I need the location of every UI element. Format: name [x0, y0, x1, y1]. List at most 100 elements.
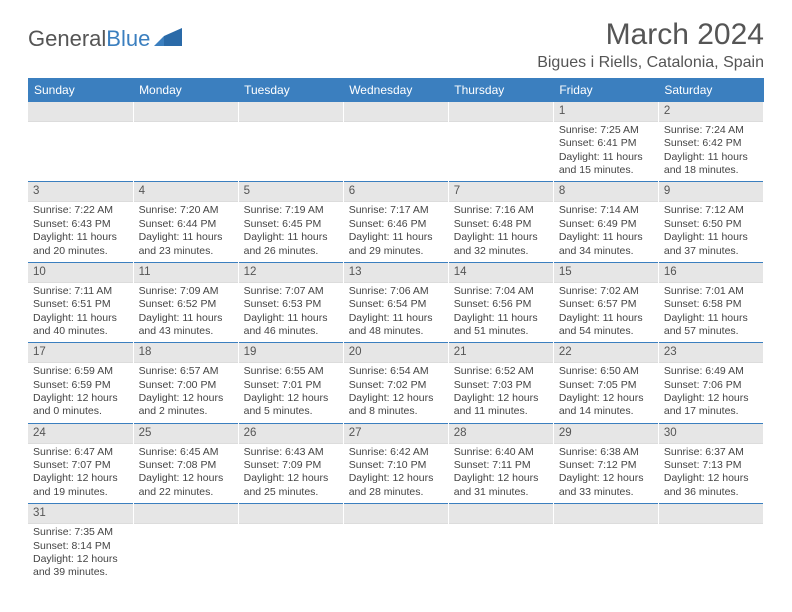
day-header: Monday — [133, 78, 238, 102]
sunset-text: Sunset: 6:41 PM — [559, 137, 653, 150]
day-cell: 29Sunrise: 6:38 AMSunset: 7:12 PMDayligh… — [553, 423, 658, 503]
day-number: 11 — [134, 263, 238, 283]
daylight-text: Daylight: 12 hours and 14 minutes. — [559, 392, 653, 419]
day-header: Wednesday — [343, 78, 448, 102]
daylight-text: Daylight: 11 hours and 15 minutes. — [559, 151, 653, 178]
day-cell — [238, 102, 343, 182]
daylight-text: Daylight: 12 hours and 8 minutes. — [349, 392, 443, 419]
sunset-text: Sunset: 7:13 PM — [664, 459, 758, 472]
day-number: 21 — [449, 343, 553, 363]
day-details: Sunrise: 7:04 AMSunset: 6:56 PMDaylight:… — [449, 283, 553, 343]
day-cell: 12Sunrise: 7:07 AMSunset: 6:53 PMDayligh… — [238, 262, 343, 342]
calendar-body: 1Sunrise: 7:25 AMSunset: 6:41 PMDaylight… — [28, 102, 764, 584]
sunset-text: Sunset: 6:57 PM — [559, 298, 653, 311]
day-cell: 11Sunrise: 7:09 AMSunset: 6:52 PMDayligh… — [133, 262, 238, 342]
daylight-text: Daylight: 12 hours and 2 minutes. — [139, 392, 233, 419]
day-details: Sunrise: 6:40 AMSunset: 7:11 PMDaylight:… — [449, 444, 553, 504]
day-details: Sunrise: 6:54 AMSunset: 7:02 PMDaylight:… — [344, 363, 448, 423]
daylight-text: Daylight: 11 hours and 37 minutes. — [664, 231, 758, 258]
sunrise-text: Sunrise: 6:47 AM — [33, 446, 128, 459]
day-number-blank — [134, 504, 238, 524]
day-cell: 8Sunrise: 7:14 AMSunset: 6:49 PMDaylight… — [553, 182, 658, 262]
daylight-text: Daylight: 12 hours and 31 minutes. — [454, 472, 548, 499]
day-number: 1 — [554, 102, 658, 122]
sunset-text: Sunset: 8:14 PM — [33, 540, 128, 553]
day-details: Sunrise: 7:14 AMSunset: 6:49 PMDaylight:… — [554, 202, 658, 262]
day-number: 20 — [344, 343, 448, 363]
sunset-text: Sunset: 6:53 PM — [244, 298, 338, 311]
sunrise-text: Sunrise: 6:38 AM — [559, 446, 653, 459]
logo-text-2: Blue — [106, 26, 150, 52]
daylight-text: Daylight: 11 hours and 57 minutes. — [664, 312, 758, 339]
daylight-text: Daylight: 11 hours and 29 minutes. — [349, 231, 443, 258]
sunrise-text: Sunrise: 6:49 AM — [664, 365, 758, 378]
sunset-text: Sunset: 7:06 PM — [664, 379, 758, 392]
day-number: 18 — [134, 343, 238, 363]
day-number: 24 — [28, 424, 133, 444]
day-cell: 14Sunrise: 7:04 AMSunset: 6:56 PMDayligh… — [448, 262, 553, 342]
day-details: Sunrise: 6:49 AMSunset: 7:06 PMDaylight:… — [659, 363, 763, 423]
day-number: 25 — [134, 424, 238, 444]
sunset-text: Sunset: 7:11 PM — [454, 459, 548, 472]
sunrise-text: Sunrise: 7:11 AM — [33, 285, 128, 298]
sunrise-text: Sunrise: 7:07 AM — [244, 285, 338, 298]
day-cell — [343, 102, 448, 182]
day-header: Tuesday — [238, 78, 343, 102]
sunset-text: Sunset: 7:08 PM — [139, 459, 233, 472]
location-text: Bigues i Riells, Catalonia, Spain — [537, 54, 764, 72]
day-cell: 3Sunrise: 7:22 AMSunset: 6:43 PMDaylight… — [28, 182, 133, 262]
day-details: Sunrise: 7:17 AMSunset: 6:46 PMDaylight:… — [344, 202, 448, 262]
day-number-blank — [239, 102, 343, 122]
day-number: 14 — [449, 263, 553, 283]
day-cell: 18Sunrise: 6:57 AMSunset: 7:00 PMDayligh… — [133, 343, 238, 423]
day-details: Sunrise: 6:59 AMSunset: 6:59 PMDaylight:… — [28, 363, 133, 423]
daylight-text: Daylight: 11 hours and 43 minutes. — [139, 312, 233, 339]
sunrise-text: Sunrise: 7:14 AM — [559, 204, 653, 217]
daylight-text: Daylight: 12 hours and 33 minutes. — [559, 472, 653, 499]
day-header: Friday — [553, 78, 658, 102]
sunrise-text: Sunrise: 7:35 AM — [33, 526, 128, 539]
day-number: 28 — [449, 424, 553, 444]
day-details: Sunrise: 6:37 AMSunset: 7:13 PMDaylight:… — [659, 444, 763, 504]
logo: GeneralBlue — [28, 26, 182, 52]
week-row: 10Sunrise: 7:11 AMSunset: 6:51 PMDayligh… — [28, 262, 764, 342]
sunrise-text: Sunrise: 7:12 AM — [664, 204, 758, 217]
day-number: 23 — [659, 343, 763, 363]
day-details: Sunrise: 7:11 AMSunset: 6:51 PMDaylight:… — [28, 283, 133, 343]
sunrise-text: Sunrise: 6:54 AM — [349, 365, 443, 378]
sunset-text: Sunset: 7:00 PM — [139, 379, 233, 392]
daylight-text: Daylight: 12 hours and 39 minutes. — [33, 553, 128, 580]
sunrise-text: Sunrise: 7:19 AM — [244, 204, 338, 217]
day-cell: 22Sunrise: 6:50 AMSunset: 7:05 PMDayligh… — [553, 343, 658, 423]
daylight-text: Daylight: 11 hours and 20 minutes. — [33, 231, 128, 258]
day-number: 12 — [239, 263, 343, 283]
day-number: 15 — [554, 263, 658, 283]
day-details: Sunrise: 7:01 AMSunset: 6:58 PMDaylight:… — [659, 283, 763, 343]
sunrise-text: Sunrise: 7:22 AM — [33, 204, 128, 217]
day-details: Sunrise: 7:24 AMSunset: 6:42 PMDaylight:… — [659, 122, 763, 182]
day-cell: 16Sunrise: 7:01 AMSunset: 6:58 PMDayligh… — [658, 262, 763, 342]
day-number: 29 — [554, 424, 658, 444]
daylight-text: Daylight: 12 hours and 5 minutes. — [244, 392, 338, 419]
day-details: Sunrise: 7:09 AMSunset: 6:52 PMDaylight:… — [134, 283, 238, 343]
sunrise-text: Sunrise: 7:20 AM — [139, 204, 233, 217]
daylight-text: Daylight: 11 hours and 54 minutes. — [559, 312, 653, 339]
day-details: Sunrise: 7:02 AMSunset: 6:57 PMDaylight:… — [554, 283, 658, 343]
day-details: Sunrise: 7:19 AMSunset: 6:45 PMDaylight:… — [239, 202, 343, 262]
day-details: Sunrise: 6:42 AMSunset: 7:10 PMDaylight:… — [344, 444, 448, 504]
sunrise-text: Sunrise: 6:55 AM — [244, 365, 338, 378]
day-details: Sunrise: 6:47 AMSunset: 7:07 PMDaylight:… — [28, 444, 133, 504]
sunrise-text: Sunrise: 7:17 AM — [349, 204, 443, 217]
sunrise-text: Sunrise: 7:04 AM — [454, 285, 548, 298]
day-cell: 24Sunrise: 6:47 AMSunset: 7:07 PMDayligh… — [28, 423, 133, 503]
sunrise-text: Sunrise: 6:42 AM — [349, 446, 443, 459]
day-details: Sunrise: 6:57 AMSunset: 7:00 PMDaylight:… — [134, 363, 238, 423]
day-number: 10 — [28, 263, 133, 283]
day-number: 3 — [28, 182, 133, 202]
sunset-text: Sunset: 7:05 PM — [559, 379, 653, 392]
daylight-text: Daylight: 11 hours and 23 minutes. — [139, 231, 233, 258]
day-details: Sunrise: 6:38 AMSunset: 7:12 PMDaylight:… — [554, 444, 658, 504]
calendar-table: SundayMondayTuesdayWednesdayThursdayFrid… — [28, 78, 764, 584]
sunrise-text: Sunrise: 6:52 AM — [454, 365, 548, 378]
sunset-text: Sunset: 6:44 PM — [139, 218, 233, 231]
